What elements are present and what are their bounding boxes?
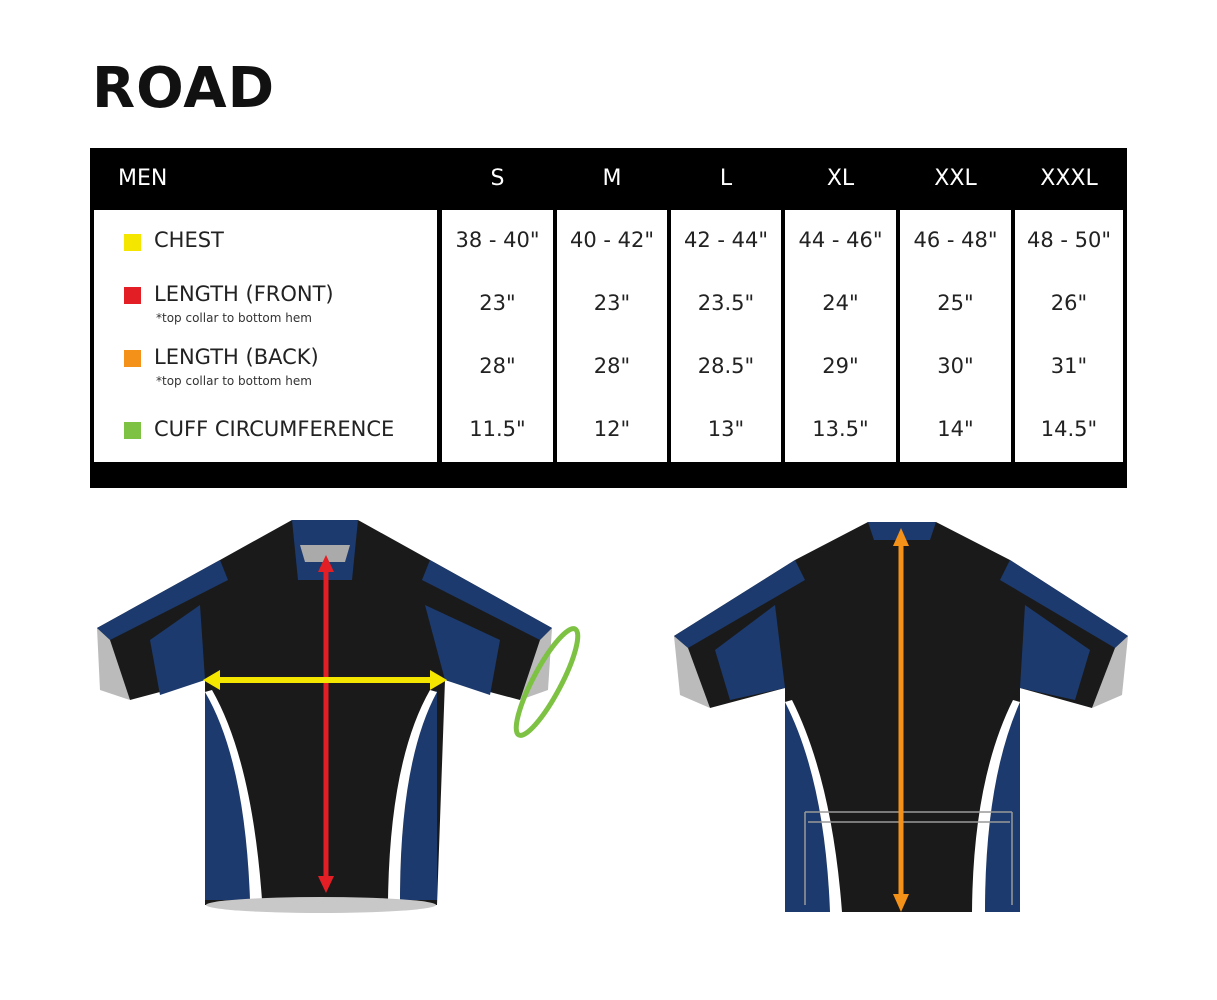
table-cell: 26" <box>1050 291 1088 315</box>
header-men: MEN <box>118 166 168 191</box>
table-cell: 30" <box>937 354 974 378</box>
size-chart-table: MEN S M L XL XXL XXXL CHEST LENGTH (FRONT) *t… <box>90 148 1127 488</box>
size-column-m: 40 - 42" 23" 28" 12" <box>557 210 667 462</box>
table-cell: 46 - 48" <box>913 228 998 252</box>
table-body: CHEST LENGTH (FRONT) *top collar to bott… <box>94 210 1123 462</box>
table-cell: 23.5" <box>697 291 755 315</box>
front-jersey <box>97 520 581 913</box>
header-size-xxxl: XXXL <box>1040 166 1098 191</box>
label-column: CHEST LENGTH (FRONT) *top collar to bott… <box>94 210 437 462</box>
cuff-ring <box>513 626 581 738</box>
table-cell: 38 - 40" <box>455 228 540 252</box>
table-cell: 31" <box>1050 354 1088 378</box>
row-note-length-front: *top collar to bottom hem <box>156 311 312 325</box>
table-cell: 42 - 44" <box>683 228 769 252</box>
table-cell: 13" <box>707 417 745 441</box>
table-cell: 29" <box>822 354 859 378</box>
table-cell: 44 - 46" <box>798 228 883 252</box>
table-cell: 40 - 42" <box>569 228 655 252</box>
size-column-xxl: 46 - 48" 25" 30" 14" <box>900 210 1011 462</box>
header-size-m: M <box>602 166 622 191</box>
length-back-swatch <box>124 350 141 367</box>
table-cell: 13.5" <box>812 417 869 441</box>
size-column-xxxl: 48 - 50" 26" 31" 14.5" <box>1015 210 1123 462</box>
table-cell: 28.5" <box>697 354 755 378</box>
row-label-length-back: LENGTH (BACK) <box>154 345 319 369</box>
row-label-cuff: CUFF CIRCUMFERENCE <box>154 417 395 441</box>
table-cell: 23" <box>479 291 516 315</box>
header-size-l: L <box>719 166 733 191</box>
table-cell: 25" <box>937 291 974 315</box>
table-cell: 14.5" <box>1040 417 1098 441</box>
cuff-swatch <box>124 422 141 439</box>
table-cell: 24" <box>822 291 859 315</box>
table-cell: 11.5" <box>469 417 526 441</box>
header-size-xl: XL <box>826 166 855 191</box>
table-cell: 14" <box>937 417 974 441</box>
row-note-length-back: *top collar to bottom hem <box>156 374 312 388</box>
page-title: ROAD <box>92 56 276 121</box>
table-cell: 48 - 50" <box>1026 228 1112 252</box>
row-label-chest: CHEST <box>154 228 224 252</box>
table-cell: 23" <box>593 291 631 315</box>
table-cell: 28" <box>593 354 631 378</box>
header-size-s: S <box>490 166 505 191</box>
size-column-l: 42 - 44" 23.5" 28.5" 13" <box>671 210 781 462</box>
size-column-s: 38 - 40" 23" 28" 11.5" <box>442 210 553 462</box>
table-cell: 12" <box>593 417 631 441</box>
header-size-xxl: XXL <box>934 166 977 191</box>
length-front-swatch <box>124 287 141 304</box>
row-label-length-front: LENGTH (FRONT) <box>154 282 334 306</box>
chest-swatch <box>124 234 141 251</box>
table-cell: 28" <box>479 354 516 378</box>
size-column-xl: 44 - 46" 24" 29" 13.5" <box>785 210 896 462</box>
back-jersey <box>674 522 1128 912</box>
